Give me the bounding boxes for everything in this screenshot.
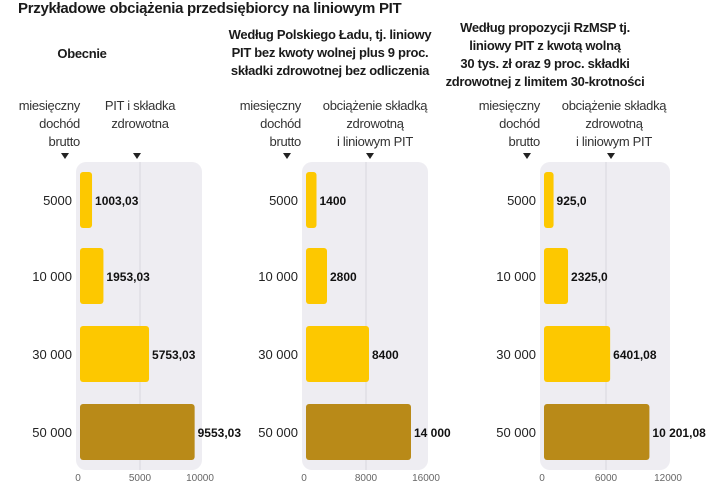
column-header-burden: obciążenie składką zdrowotną i liniowym PI… bbox=[311, 97, 439, 151]
header-line: i liniowym PIT bbox=[576, 134, 652, 149]
plot-background bbox=[76, 162, 202, 470]
header-line: brutto bbox=[48, 134, 81, 149]
panel-title-line: 30 tys. zł oraz 9 proc. składki bbox=[460, 56, 630, 71]
column-header-income: miesięczny dochód brutto bbox=[0, 97, 81, 151]
panel-title: Według Polskiego Ładu, tj. liniowy PIT be… bbox=[195, 26, 465, 80]
header-line: miesięczny bbox=[478, 98, 541, 113]
arrow-down-icon bbox=[607, 153, 615, 159]
bar bbox=[80, 248, 104, 304]
panel-title-line: liniowy PIT z kwotą wolną bbox=[469, 38, 621, 53]
header-line: miesięczny bbox=[239, 98, 302, 113]
bar bbox=[544, 248, 569, 304]
data-label: 1003,03 bbox=[95, 194, 139, 208]
arrow-down-icon bbox=[283, 153, 291, 159]
data-label: 2800 bbox=[330, 270, 357, 284]
data-label: 10 201,08 bbox=[652, 426, 706, 440]
header-line: obciążenie składką bbox=[322, 98, 428, 113]
panel-title-line: Według Polskiego Ładu, tj. liniowy bbox=[228, 27, 432, 42]
data-label: 8400 bbox=[372, 348, 399, 362]
category-label: 5000 bbox=[43, 193, 72, 208]
column-header-burden: obciążenie składką zdrowotną i liniowym PI… bbox=[550, 97, 678, 151]
panel-title-line: Obecnie bbox=[57, 46, 107, 61]
x-tick-label: 6000 bbox=[595, 473, 618, 483]
bar bbox=[544, 172, 554, 228]
category-label: 10 000 bbox=[496, 269, 536, 284]
arrow-down-icon bbox=[133, 153, 141, 159]
header-line: dochód bbox=[39, 116, 80, 131]
category-label: 30 000 bbox=[258, 347, 298, 362]
bar bbox=[306, 248, 327, 304]
x-tick-label: 0 bbox=[539, 473, 545, 483]
plot-background bbox=[302, 162, 428, 470]
header-line: dochód bbox=[260, 116, 301, 131]
bar bbox=[306, 326, 369, 382]
panel-title-line: zdrowotnej z limitem 30-krotności bbox=[445, 74, 645, 89]
main-title: Przykładowe obciążenia przedsiębiorcy na… bbox=[18, 0, 402, 17]
column-header-income: miesięczny dochód brutto bbox=[450, 97, 541, 151]
header-line: brutto bbox=[269, 134, 302, 149]
data-label: 1400 bbox=[320, 194, 347, 208]
x-tick-label: 5000 bbox=[129, 473, 152, 483]
x-tick-label: 8000 bbox=[355, 473, 378, 483]
category-label: 30 000 bbox=[32, 347, 72, 362]
data-label: 2325,0 bbox=[571, 270, 608, 284]
data-label: 925,0 bbox=[557, 194, 587, 208]
data-label: 1953,03 bbox=[106, 270, 150, 284]
data-label: 9553,03 bbox=[198, 426, 242, 440]
header-line: zdrowotną bbox=[585, 116, 643, 131]
panel-title: Obecnie bbox=[0, 45, 217, 63]
column-header-burden: PIT i składka zdrowotna bbox=[76, 97, 204, 133]
header-line: miesięczny bbox=[18, 98, 81, 113]
x-tick-label: 10000 bbox=[186, 473, 214, 483]
header-line: zdrowotną bbox=[346, 116, 404, 131]
bar bbox=[544, 404, 650, 460]
category-label: 10 000 bbox=[258, 269, 298, 284]
bar bbox=[80, 172, 93, 228]
header-line: i liniowym PIT bbox=[337, 134, 413, 149]
bar bbox=[80, 404, 195, 460]
category-label: 30 000 bbox=[496, 347, 536, 362]
category-label: 50 000 bbox=[258, 425, 298, 440]
panel-title-line: składki zdrowotnej bez odliczenia bbox=[230, 63, 430, 78]
panel-title-line: PIT bez kwoty wolnej plus 9 proc. bbox=[231, 45, 429, 60]
header-line: PIT i składka bbox=[104, 98, 176, 113]
x-tick-label: 0 bbox=[75, 473, 81, 483]
arrow-down-icon bbox=[61, 153, 69, 159]
x-tick-label: 12000 bbox=[654, 473, 682, 483]
bar bbox=[306, 404, 411, 460]
arrow-down-icon bbox=[523, 153, 531, 159]
data-label: 14 000 bbox=[414, 426, 451, 440]
header-line: obciążenie składką bbox=[561, 98, 667, 113]
panel-title: Według propozycji RzMSP tj. liniowy PIT z… bbox=[410, 19, 680, 91]
category-label: 5000 bbox=[269, 193, 298, 208]
plot-background bbox=[540, 162, 670, 470]
category-label: 50 000 bbox=[496, 425, 536, 440]
bar bbox=[80, 326, 150, 382]
x-tick-label: 0 bbox=[301, 473, 307, 483]
data-label: 6401,08 bbox=[613, 348, 657, 362]
column-header-income: miesięczny dochód brutto bbox=[211, 97, 302, 151]
header-line: brutto bbox=[508, 134, 541, 149]
bar bbox=[306, 172, 317, 228]
header-line: zdrowotna bbox=[111, 116, 169, 131]
category-label: 5000 bbox=[507, 193, 536, 208]
x-tick-label: 16000 bbox=[412, 473, 440, 483]
data-label: 5753,03 bbox=[152, 348, 196, 362]
arrow-down-icon bbox=[366, 153, 374, 159]
bar bbox=[544, 326, 611, 382]
header-line: dochód bbox=[499, 116, 540, 131]
category-label: 50 000 bbox=[32, 425, 72, 440]
category-label: 10 000 bbox=[32, 269, 72, 284]
panel-title-line: Według propozycji RzMSP tj. bbox=[460, 20, 630, 35]
